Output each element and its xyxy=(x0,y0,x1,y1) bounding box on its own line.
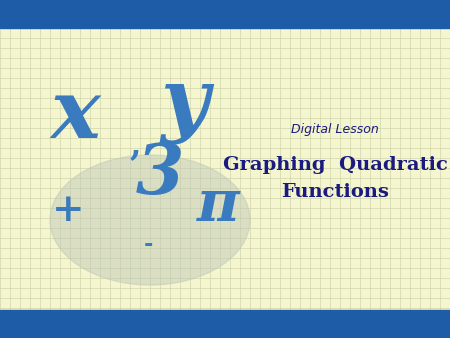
Text: 3: 3 xyxy=(136,141,184,209)
Bar xyxy=(0,310,450,338)
Text: +: + xyxy=(52,191,84,229)
Text: -: - xyxy=(143,234,153,256)
Bar xyxy=(0,0,450,28)
Text: ,: , xyxy=(129,128,141,162)
Text: π: π xyxy=(197,177,239,233)
Text: Digital Lesson: Digital Lesson xyxy=(291,123,379,137)
Text: Functions: Functions xyxy=(281,183,389,201)
Text: Graphing  Quadratic: Graphing Quadratic xyxy=(223,156,447,174)
Text: x: x xyxy=(50,75,100,155)
Text: y: y xyxy=(161,65,209,145)
Ellipse shape xyxy=(50,155,250,285)
Bar xyxy=(0,28,450,310)
